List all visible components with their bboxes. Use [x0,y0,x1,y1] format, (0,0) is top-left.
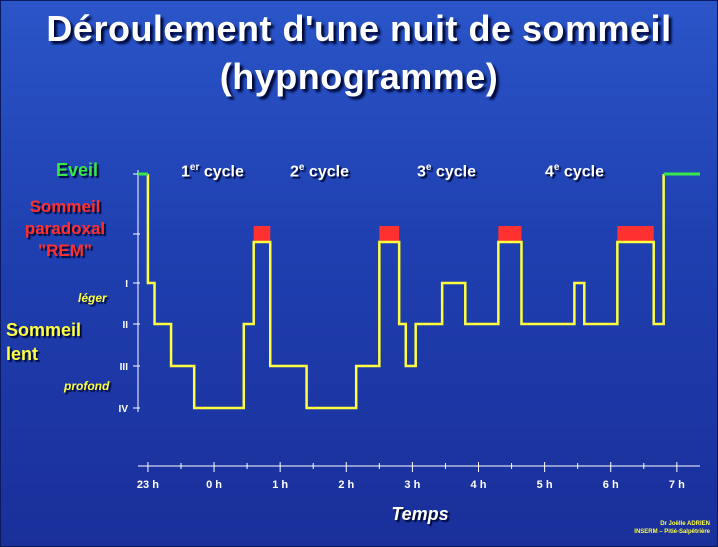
cycle-word-2: cycle [308,163,349,181]
cycle-label-2: 2e cycle [290,162,349,181]
cycle-label-1: 1er cycle [181,162,244,181]
hypnogram-line [146,174,665,410]
y-tick-label-ii: II [122,320,128,331]
cycle-label-4: 4e cycle [545,162,604,181]
label-rem-line1: Sommeil [29,197,101,216]
y-tick-label-i: I [125,279,128,290]
credit-line1: Dr Joëlle ADRIEN [660,521,710,527]
cycle-word-4: cycle [563,163,604,181]
y-tick-label-iii: III [120,362,129,373]
y-tick-label-iv: IV [119,404,129,415]
label-rem-line2: paradoxal [24,219,106,238]
x-tick-label-7: 5 h [537,479,553,491]
label-rem-line3: "REM" [38,241,92,260]
slide-title: Déroulement d'une nuit de sommeil [46,8,672,49]
cycle-label-3: 3e cycle [417,162,476,181]
credit-line2: INSERM – Pitié-Salpêtrière [634,529,710,535]
label-profond: profond [64,379,110,393]
label-sommeil-lent: Sommeil lent [6,318,81,366]
cycle-sup-2: e [298,162,305,173]
label-lent-line2: lent [6,344,39,364]
cycle-sup-1: er [189,162,200,173]
cycle-num-3: 3 [417,163,426,181]
cycle-num-2: 2 [290,163,299,181]
x-tick-label-8: 6 h [603,479,619,491]
label-eveil: Eveil [56,160,99,180]
label-rem: Sommeil paradoxal "REM" [12,196,118,262]
cycle-word-1: cycle [203,163,244,181]
rem-block-11 [379,226,400,242]
x-tick-label-1: 23 h [137,479,159,491]
slide-subtitle: (hypnogramme) [219,56,499,97]
label-leger: léger [78,291,107,305]
cycle-num-1: 1 [181,163,190,181]
x-axis-title: Temps [391,504,449,524]
rem-block-7 [253,226,271,242]
x-tick-label-4: 2 h [338,479,354,491]
x-tick-label-5: 3 h [404,479,420,491]
credit: Dr Joëlle ADRIEN INSERM – Pitié-Salpêtri… [634,520,710,536]
label-lent-line1: Sommeil [6,320,82,340]
x-tick-label-2: 0 h [206,479,222,491]
cycle-sup-3: e [425,162,432,173]
cycle-word-3: cycle [435,163,476,181]
x-tick-label-3: 1 h [272,479,288,491]
x-tick-label-9: 7 h [669,479,685,491]
rem-block-17 [498,226,522,242]
rem-block-21 [617,226,654,242]
x-tick-label-6: 4 h [471,479,487,491]
cycle-sup-4: e [553,162,560,173]
cycle-num-4: 4 [545,163,554,181]
